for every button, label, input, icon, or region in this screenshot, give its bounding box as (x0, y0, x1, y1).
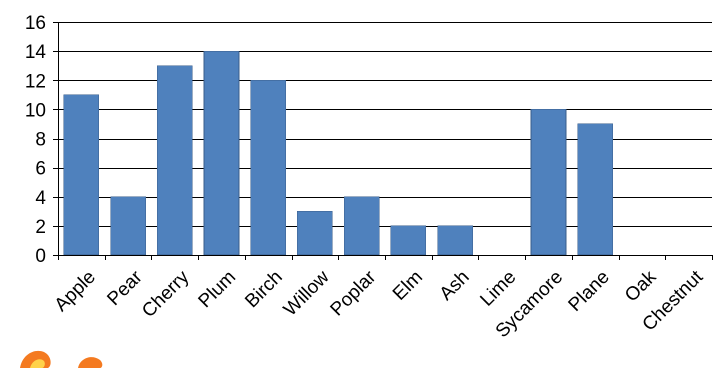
y-tick-label: 16 (25, 13, 46, 34)
bar-poplar (343, 196, 380, 256)
y-tick-label: 8 (35, 130, 46, 151)
y-tick-label: 2 (35, 217, 46, 238)
bar-plane (577, 123, 614, 256)
x-category-label: Oak (621, 266, 661, 306)
x-category-label: Cherry (138, 266, 194, 322)
y-tick-labels: 0 2 4 6 8 10 12 14 16 (25, 13, 47, 267)
bar-cherry (156, 65, 193, 256)
bar-sycamore (530, 109, 567, 256)
y-tick-label: 6 (35, 159, 46, 180)
x-category-label: Ash (436, 267, 474, 305)
x-category-label: Elm (389, 267, 427, 305)
bar-pear (110, 196, 146, 256)
y-tick-label: 0 (35, 246, 46, 267)
bar-willow (297, 211, 333, 256)
x-category-label: Plum (195, 267, 240, 312)
y-tick-label: 4 (35, 188, 46, 209)
x-category-label: Willow (280, 267, 334, 321)
axes (53, 21, 714, 260)
bar-plum (203, 50, 240, 256)
y-tick-label: 12 (25, 71, 46, 92)
x-category-label: Poplar (327, 266, 381, 320)
orange-blob-decoration (78, 357, 103, 368)
bars (63, 50, 614, 256)
x-category-label: Plane (565, 267, 614, 316)
gridlines (58, 22, 712, 227)
bar-apple (63, 94, 100, 256)
bar-elm (390, 225, 427, 256)
yellow-swirl-decoration (30, 359, 45, 368)
bar-ash (437, 225, 473, 256)
bar-birch (250, 79, 287, 256)
corner-decoration (20, 350, 103, 368)
y-tick-label: 14 (25, 42, 47, 63)
x-category-label: Apple (51, 267, 100, 316)
y-tick-label: 10 (25, 100, 46, 121)
